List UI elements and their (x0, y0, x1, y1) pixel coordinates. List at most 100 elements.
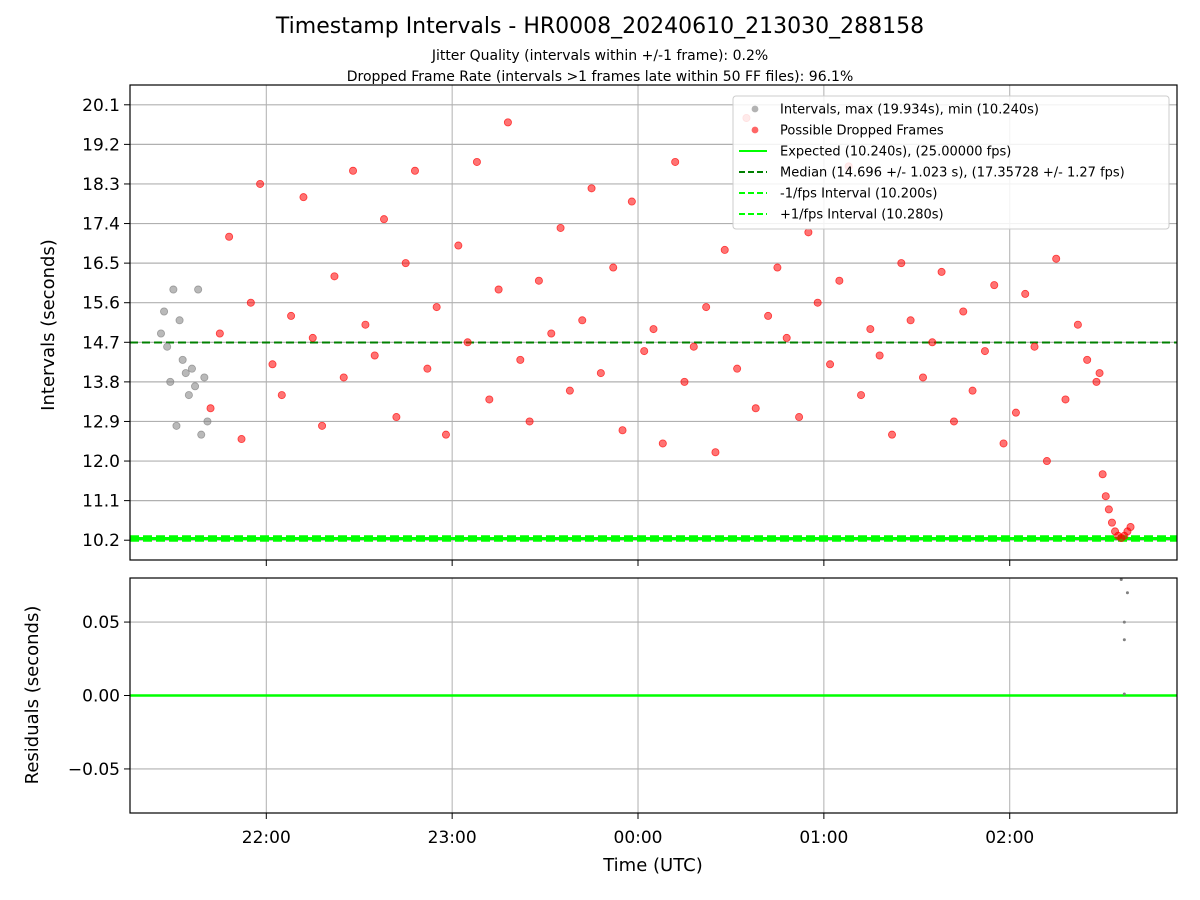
legend-label: +1/fps Interval (10.280s) (780, 208, 944, 223)
y-tick-label: 10.2 (82, 531, 120, 551)
dropped-frame-point (361, 320, 370, 329)
dropped-frame-point (999, 439, 1008, 448)
dropped-frame-point (1061, 395, 1070, 404)
dropped-frame-point (380, 215, 389, 224)
dropped-frame-point (609, 263, 618, 272)
dropped-frame-point (587, 184, 596, 193)
interval-point (184, 391, 193, 400)
interval-point (160, 307, 169, 316)
dropped-frame-point (959, 307, 968, 316)
y-tick-label: 13.8 (82, 373, 120, 393)
dropped-frame-point (888, 430, 897, 439)
dropped-frame-point (206, 404, 215, 413)
y-tick-label: 18.3 (82, 175, 120, 195)
dropped-frame-point (1052, 254, 1061, 263)
dropped-frame-point (225, 232, 234, 241)
dropped-frame-point (782, 333, 791, 342)
interval-point (166, 377, 175, 386)
legend-box (732, 95, 1170, 230)
legend-label: -1/fps Interval (10.200s) (780, 187, 937, 202)
dropped-frame-point (875, 351, 884, 360)
legend-label: Intervals, max (19.934s), min (10.240s) (780, 103, 1039, 118)
dropped-frame-point (627, 197, 636, 206)
y-tick-label: 17.4 (82, 215, 120, 235)
dropped-frame-point (370, 351, 379, 360)
dropped-frame-point (857, 391, 866, 400)
dropped-frame-point (711, 448, 720, 457)
dropped-frame-point (330, 272, 339, 281)
interval-point (191, 382, 200, 391)
intervals-y-axis-label: Intervals (seconds) (38, 239, 59, 411)
dropped-frame-point (472, 157, 481, 166)
dropped-frame-point (618, 426, 627, 435)
interval-point (194, 285, 203, 294)
x-tick-label: 22:00 (242, 828, 291, 848)
residual-point (1122, 692, 1126, 696)
dropped-frame-point (547, 329, 556, 338)
dropped-frame-point (640, 347, 649, 356)
dropped-frame-point (835, 276, 844, 285)
dropped-frame-point (410, 166, 419, 175)
y-tick-label: 14.7 (82, 333, 120, 353)
dropped-frame-point (897, 259, 906, 268)
interval-point (163, 342, 172, 351)
dropped-frame-point (525, 417, 534, 426)
dropped-frame-point (671, 157, 680, 166)
dropped-frame-point (1042, 457, 1051, 466)
dropped-frame-point (1021, 289, 1030, 298)
dropped-frame-point (1092, 377, 1101, 386)
legend-label: Median (14.696 +/- 1.023 s), (17.35728 +… (780, 166, 1125, 181)
dropped-frame-point (1073, 320, 1082, 329)
dropped-frame-point (256, 179, 265, 188)
time-x-axis-label: Time (UTC) (602, 855, 703, 876)
dropped-frame-point (432, 303, 441, 312)
residual-point (1119, 577, 1123, 581)
y-tick-label: 16.5 (82, 254, 120, 274)
y-tick-label: 15.6 (82, 294, 120, 314)
dropped-frame-point (764, 311, 773, 320)
dropped-frame-point (463, 338, 472, 347)
dropped-frame-point (1098, 470, 1107, 479)
dropped-frame-point (813, 298, 822, 307)
interval-point (169, 285, 178, 294)
dropped-frame-point (1030, 342, 1039, 351)
x-tick-label: 00:00 (614, 828, 663, 848)
dropped-frame-point (980, 347, 989, 356)
intervals-plot: 10.2 11.1 12.0 12.9 13.8 14.7 15.6 16.5 17.4 18.3… (82, 84, 1178, 566)
y-tick-label: 0.05 (82, 613, 120, 633)
y-tick-label: 0.00 (82, 687, 120, 707)
dropped-frame-point (720, 245, 729, 254)
residuals-plot: 22:00 23:00 00:00 01:00 02:00 −0.05 0.00 0.05 (68, 577, 1178, 848)
interval-point (203, 417, 212, 426)
dropped-frame-point (299, 193, 308, 202)
residual-point (1125, 591, 1129, 595)
intervals-plot-frame (129, 84, 1178, 561)
legend-intervals-marker (751, 105, 759, 113)
y-tick-label: 12.9 (82, 412, 120, 432)
dropped-frame-point (565, 386, 574, 395)
interval-point (181, 369, 190, 378)
dropped-frame-point (485, 395, 494, 404)
dropped-frame-point (826, 360, 835, 369)
dropped-frame-point (795, 413, 804, 422)
dropped-frame-point (689, 342, 698, 351)
dropped-frame-point (454, 241, 463, 250)
dropped-frame-point (596, 369, 605, 378)
interval-point (175, 316, 184, 325)
dropped-frame-point (401, 259, 410, 268)
legend-label: Expected (10.240s), (25.00000 fps) (780, 145, 1011, 160)
dropped-frame-point (1107, 518, 1116, 527)
dropped-frame-point (1104, 505, 1113, 514)
dropped-frame-point (906, 316, 915, 325)
interval-point (187, 364, 196, 373)
dropped-frame-point (702, 303, 711, 312)
legend-label: Possible Dropped Frames (780, 124, 944, 139)
dropped-frame-point (1011, 408, 1020, 417)
legend-dropped-marker (751, 126, 759, 134)
dropped-frame-point (918, 373, 927, 382)
residual-point (1122, 638, 1126, 642)
y-tick-label: 12.0 (82, 452, 120, 472)
interval-point (200, 373, 209, 382)
dropped-frame-point (968, 386, 977, 395)
